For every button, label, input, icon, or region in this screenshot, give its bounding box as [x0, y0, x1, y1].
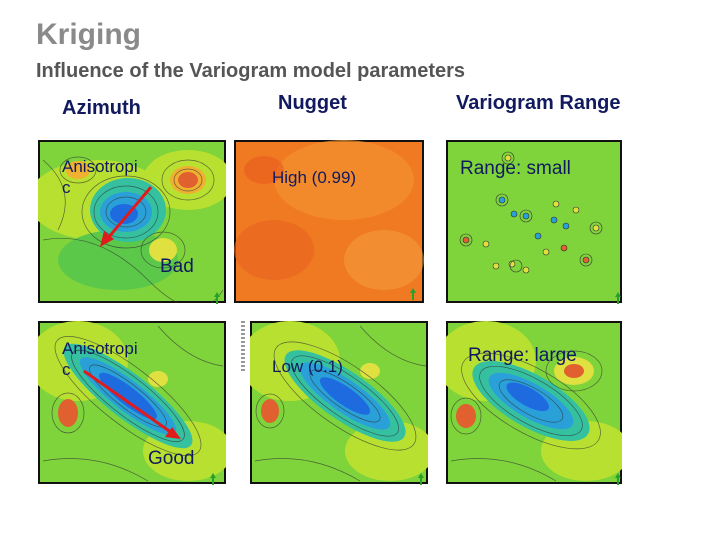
kriging-contour-map [38, 321, 226, 482]
panel-label: Range: small [460, 158, 571, 179]
verdict-label: Good [148, 448, 195, 469]
north-arrow-icon [210, 472, 216, 485]
north-arrow-icon [214, 291, 220, 304]
kriging-contour-map [250, 321, 428, 482]
kriging-contour-map [446, 321, 622, 482]
north-arrow-icon [410, 287, 416, 300]
panel-label-line1: Anisotropi [62, 157, 138, 176]
kriging-contour-map [234, 140, 424, 301]
column-header-azimuth: Azimuth [62, 97, 141, 119]
kriging-contour-map [448, 142, 620, 301]
verdict-label: Bad [160, 256, 194, 277]
color-scale-bar [241, 321, 245, 373]
map-nugget-low: Low (0.1) [250, 321, 428, 484]
north-arrow-icon [615, 472, 621, 485]
panel-label-line2: c [62, 178, 71, 197]
panel-label-line1: Anisotropi [62, 339, 138, 358]
map-range-small: Range: small [446, 140, 622, 303]
panel-label: Low (0.1) [272, 357, 343, 376]
north-arrow-icon [418, 472, 424, 485]
map-range-large: Range: large [446, 321, 622, 484]
panel-label: High (0.99) [272, 168, 357, 187]
column-header-nugget: Nugget [278, 92, 347, 114]
slide-subtitle: Influence of the Variogram model paramet… [36, 60, 466, 82]
north-arrow-icon [615, 291, 621, 304]
slide-title: Kriging [36, 18, 141, 51]
map-nugget-high: High (0.99) [234, 140, 424, 303]
map-azimuth-good: Anisotropi c [38, 321, 226, 484]
map-azimuth-bad: Anisotropi c Bad [38, 140, 226, 303]
panel-label: Range: large [468, 345, 577, 366]
kriging-contour-map [38, 142, 226, 303]
column-header-range: Variogram Range [456, 92, 621, 114]
panel-label-line2: c [62, 360, 71, 379]
